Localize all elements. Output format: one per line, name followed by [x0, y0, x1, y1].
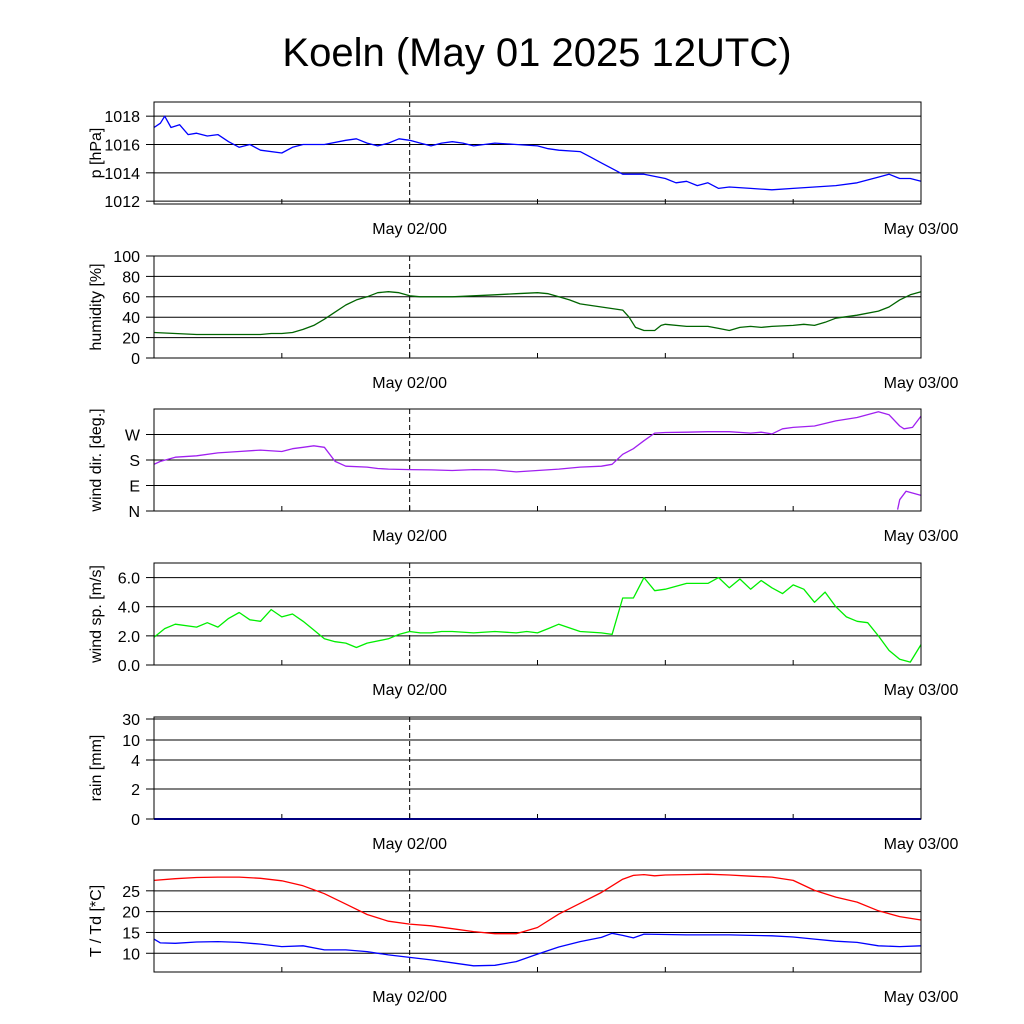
x-tick-label: May 02/00	[372, 221, 447, 238]
panel-rain: 0 2 4 10 30 rain [mm] May 02/00 May 03/00	[88, 712, 958, 853]
y-tick-label: 15	[122, 925, 140, 942]
y-tick-label: 1018	[104, 109, 140, 126]
y-axis-label: wind sp. [m/s]	[88, 565, 105, 664]
y-tick-label: 0	[131, 351, 140, 368]
y-tick-label: 0	[131, 812, 140, 829]
x-tick-label: May 02/00	[372, 682, 447, 699]
chart-title: Koeln (May 01 2025 12UTC)	[282, 31, 791, 75]
y-tick-label: 20	[122, 331, 140, 348]
y-tick-label: 60	[122, 290, 140, 307]
y-tick-label: 2	[131, 782, 140, 799]
plot-frame	[153, 562, 922, 666]
y-tick-label: N	[128, 504, 140, 521]
x-tick-label: May 03/00	[884, 682, 959, 699]
y-tick-label: 80	[122, 269, 140, 286]
y-tick-label: W	[125, 428, 141, 445]
series-line-wind_dir-1	[896, 490, 922, 510]
x-tick-label: May 03/00	[884, 836, 959, 853]
series-line-temperature-1	[153, 932, 922, 967]
x-tick-label: May 02/00	[372, 989, 447, 1006]
y-axis-label: rain [mm]	[88, 735, 105, 802]
series-line-temperature-0	[153, 873, 922, 935]
y-tick-label: 1014	[104, 166, 140, 183]
x-tick-label: May 03/00	[884, 375, 959, 392]
panel-pressure: 1012 1014 1016 1018 p [hPa] May 02/00 May 03/0…	[88, 101, 959, 238]
y-tick-label: 40	[122, 310, 140, 327]
y-tick-label: 20	[122, 905, 140, 922]
y-tick-label: 1016	[104, 138, 140, 155]
y-tick-label: 25	[122, 884, 140, 901]
series-line-wind_speed-0	[153, 576, 922, 663]
x-tick-label: May 03/00	[884, 528, 959, 545]
y-tick-label: 10	[122, 946, 140, 963]
y-tick-label: 0.0	[118, 658, 140, 675]
y-axis-label: p [hPa]	[88, 128, 105, 179]
y-tick-label: 100	[113, 249, 140, 266]
x-tick-label: May 03/00	[884, 989, 959, 1006]
x-tick-label: May 02/00	[372, 375, 447, 392]
plot-frame	[153, 716, 922, 820]
y-tick-label: 1012	[104, 194, 140, 211]
y-tick-label: 4	[131, 753, 140, 770]
x-tick-label: May 02/00	[372, 528, 447, 545]
plot-frame	[153, 101, 922, 205]
plot-frame	[153, 255, 922, 359]
y-tick-label: S	[129, 453, 140, 470]
y-tick-label: 10	[122, 733, 140, 750]
y-tick-label: 2.0	[118, 629, 140, 646]
y-tick-label: 30	[122, 712, 140, 729]
x-tick-label: May 03/00	[884, 221, 959, 238]
series-line-pressure-0	[153, 115, 922, 191]
y-tick-label: 6.0	[118, 571, 140, 588]
y-axis-label: wind dir. [deg.]	[88, 408, 105, 512]
y-tick-label: 4.0	[118, 600, 140, 617]
panel-wind_speed: 0.0 2.0 4.0 6.0 wind sp. [m/s] May 02/00 May 0…	[88, 562, 959, 699]
panel-humidity: 0 20 40 60 80 100 humidity [%] May 02/00 May 03/…	[88, 249, 958, 392]
y-tick-label: E	[129, 479, 140, 496]
y-axis-label: humidity [%]	[88, 263, 105, 350]
plot-frame	[153, 869, 922, 973]
x-tick-label: May 02/00	[372, 836, 447, 853]
series-line-humidity-0	[153, 291, 922, 336]
panel-temperature: 10 15 20 25 T / Td [*C] May 02/00 May 03/00	[88, 869, 959, 1006]
y-axis-label: T / Td [*C]	[88, 885, 105, 957]
series-line-wind_dir-0	[153, 411, 922, 473]
plot-frame	[153, 408, 922, 512]
